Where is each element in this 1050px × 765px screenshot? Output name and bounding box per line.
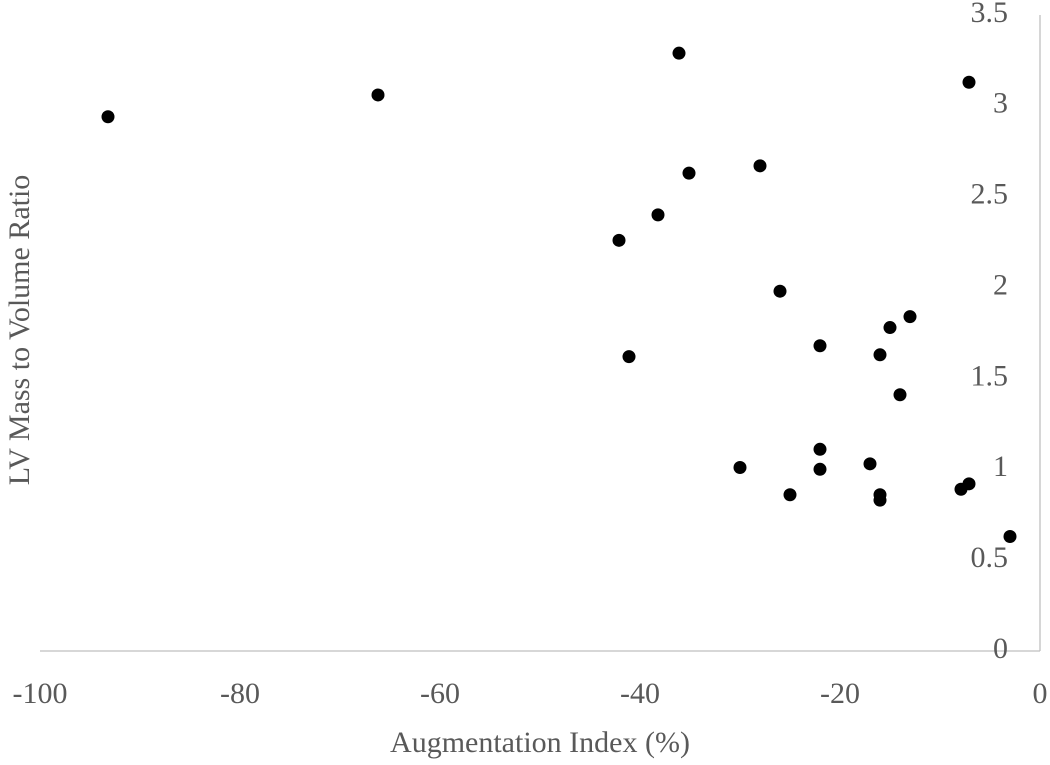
point: [962, 75, 976, 89]
point: [873, 348, 887, 362]
y-tick-label: 0.5: [971, 541, 1009, 574]
point: [371, 88, 385, 102]
point: [873, 493, 887, 507]
x-tick-label: 0: [1033, 677, 1048, 710]
y-tick-label: 2.5: [971, 178, 1009, 211]
point: [651, 208, 665, 222]
point: [672, 46, 686, 60]
x-tick-label: -80: [220, 677, 260, 710]
y-tick-label: 3.5: [971, 0, 1009, 29]
point: [954, 482, 968, 496]
point: [612, 233, 626, 247]
point: [813, 339, 827, 353]
y-tick-label: 1: [993, 450, 1008, 483]
point: [622, 350, 636, 364]
point: [753, 159, 767, 173]
point: [682, 166, 696, 180]
point: [813, 442, 827, 456]
y-tick-label: 1.5: [971, 359, 1009, 392]
y-tick-label: 0: [993, 632, 1008, 665]
point: [783, 488, 797, 502]
point: [893, 388, 907, 402]
point: [813, 462, 827, 476]
x-tick-label: -20: [820, 677, 860, 710]
y-tick-label: 2: [993, 268, 1008, 301]
x-axis-label: Augmentation Index (%): [390, 726, 690, 759]
y-axis-label: LV Mass to Volume Ratio: [3, 175, 36, 486]
x-tick-label: -60: [420, 677, 460, 710]
point: [733, 460, 747, 474]
point: [773, 284, 787, 298]
point: [101, 110, 115, 124]
point: [863, 457, 877, 471]
x-tick-label: -40: [620, 677, 660, 710]
point: [1003, 530, 1017, 544]
y-tick-label: 3: [993, 87, 1008, 120]
point: [883, 321, 897, 335]
x-tick-label: -100: [13, 677, 68, 710]
point: [903, 310, 917, 324]
